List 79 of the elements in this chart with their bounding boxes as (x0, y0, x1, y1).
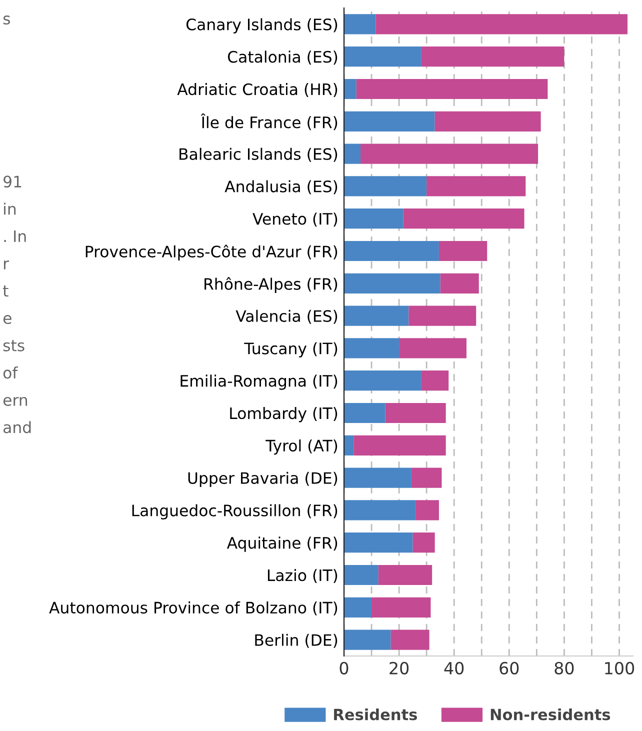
x-tick-label: 60 (500, 662, 519, 674)
y-tick-label: Valencia (ES) (236, 310, 338, 324)
bar (344, 306, 409, 326)
bar (403, 208, 524, 229)
bar (440, 273, 479, 294)
y-tick-label: Adriatic Croatia (HR) (177, 83, 338, 98)
x-tick-label: 100 (605, 662, 634, 674)
bar (372, 597, 431, 618)
bar (344, 46, 422, 67)
x-tick-label: 80 (554, 662, 574, 674)
y-tick-label: Veneto (IT) (252, 212, 338, 227)
text: ern (3, 396, 28, 406)
bar (344, 468, 412, 488)
bar (360, 144, 538, 164)
bar (408, 306, 476, 326)
bar (399, 338, 466, 358)
y-tick-label: Languedoc-Roussillon (FR) (132, 504, 338, 520)
y-tick-label: Upper Bavaria (DE) (188, 472, 338, 488)
legend-label: Non-residents (490, 708, 610, 720)
bar (344, 338, 400, 358)
text: r (4, 260, 10, 270)
bar (356, 78, 548, 100)
text: s (3, 16, 10, 25)
bar (344, 597, 372, 618)
y-tick-label: Catalonia (ES) (228, 50, 338, 65)
bar (416, 500, 439, 520)
bar (344, 402, 386, 424)
text: . In (4, 230, 26, 242)
bar (344, 500, 416, 520)
y-tick-label: Balearic Islands (ES) (180, 148, 338, 162)
bar (378, 564, 432, 586)
legend-label: Residents (334, 708, 417, 720)
bar (412, 532, 435, 553)
x-tick-label: 20 (390, 662, 409, 674)
y-tick-label: Lombardy (IT) (230, 407, 338, 422)
text: e (3, 315, 12, 324)
bar (344, 564, 378, 586)
bar (426, 176, 526, 196)
y-tick-label: Île de France (FR) (200, 114, 338, 130)
bar (344, 111, 435, 132)
bar (344, 532, 413, 553)
text: and (4, 421, 31, 434)
bar (411, 468, 442, 488)
bar (344, 208, 404, 229)
y-tick-label: Canary Islands (ES) (186, 18, 338, 34)
text: in (4, 202, 16, 215)
y-tick-label: Tyrol (AT) (266, 439, 338, 455)
bar (344, 630, 391, 650)
bar (385, 402, 446, 424)
bar (344, 370, 422, 391)
bar (390, 630, 430, 650)
y-tick-label: Aquitaine (FR) (226, 536, 338, 552)
bar (434, 111, 541, 132)
text: of (3, 366, 18, 379)
text: t (2, 286, 8, 297)
y-tick-label: Autonomous Province of Bolzano (IT) (49, 601, 338, 616)
y-tick-label: Provence-Alpes-Côte d'Azur (FR) (86, 244, 338, 261)
bar (421, 370, 449, 391)
y-tick-label: Lazio (IT) (268, 569, 338, 584)
bar (376, 14, 628, 34)
x-tick-label: 0 (340, 662, 348, 674)
bar (344, 240, 439, 262)
text: 91 (4, 176, 22, 188)
bar (354, 435, 446, 456)
bar (344, 78, 356, 100)
bar (344, 176, 427, 196)
y-tick-label: Emilia-Romagna (IT) (180, 374, 338, 390)
text: sts (3, 340, 24, 352)
y-tick-label: Andalusia (ES) (224, 180, 338, 194)
bar (344, 435, 354, 456)
bar (344, 273, 440, 294)
y-tick-label: Berlin (DE) (255, 634, 338, 648)
y-tick-label: Rhône-Alpes (FR) (204, 277, 338, 293)
bar (421, 46, 564, 67)
y-tick-label: Tuscany (IT) (244, 342, 338, 358)
x-tick-label: 40 (444, 662, 464, 674)
bar (438, 240, 488, 262)
bar (344, 144, 361, 164)
bar (344, 14, 376, 34)
